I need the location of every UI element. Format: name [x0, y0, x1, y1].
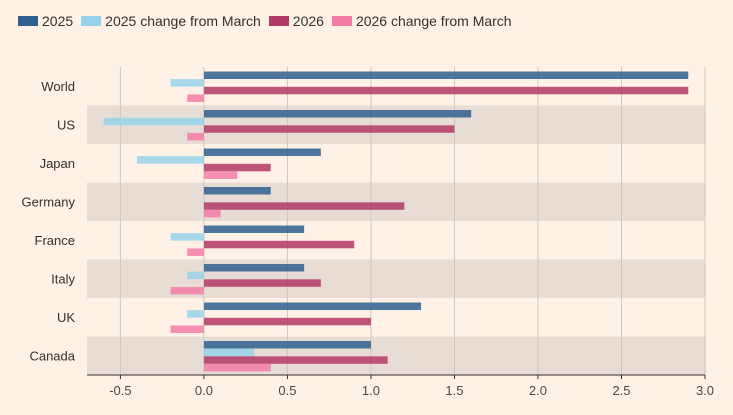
bar-us-2025-change-from-march — [103, 117, 204, 126]
bar-japan-2026 — [203, 163, 271, 172]
legend-swatch-2026 — [268, 16, 289, 26]
category-label-us: US — [57, 117, 75, 132]
bar-uk-2026 — [203, 317, 371, 326]
bar-japan-2026-change-from-march — [203, 171, 238, 179]
category-label-france: France — [35, 233, 75, 248]
bar-world-2025-change-from-march — [170, 79, 204, 87]
category-label-japan: Japan — [40, 156, 75, 171]
band-germany — [87, 182, 705, 221]
bar-italy-2026-change-from-march — [170, 286, 204, 295]
bar-france-2026 — [203, 240, 355, 249]
bar-france-2025-change-from-march — [170, 233, 204, 241]
bar-world-2025 — [203, 71, 689, 79]
legend-label-2026: 2026 — [292, 13, 324, 29]
bar-germany-2025 — [203, 187, 271, 195]
bar-world-2026 — [203, 86, 689, 95]
bar-france-2025 — [203, 225, 305, 233]
category-label-germany: Germany — [22, 194, 76, 209]
bar-germany-2026-change-from-march — [203, 209, 221, 218]
x-tick-label: 3.0 — [696, 383, 714, 398]
bar-france-2026-change-from-march — [187, 248, 204, 256]
x-tick-label: 1.0 — [362, 383, 380, 398]
legend-swatch-2025 — [18, 16, 38, 26]
legend-label-2026-change: 2026 change from March — [355, 13, 512, 29]
band-canada — [87, 336, 705, 375]
x-tick-label: -0.5 — [109, 383, 131, 398]
bar-canada-2025-change-from-march — [203, 348, 255, 357]
bar-us-2026 — [203, 125, 455, 133]
x-tick-label: 2.5 — [612, 383, 630, 398]
bar-germany-2026 — [203, 202, 405, 210]
legend-item-2025: 2025 — [18, 13, 73, 29]
legend: 2025 2025 change from March 2026 2026 ch… — [18, 13, 520, 29]
legend-swatch-2025-change — [81, 16, 102, 26]
bar-canada-2025 — [203, 341, 371, 349]
category-label-uk: UK — [57, 310, 75, 325]
legend-item-2026-change: 2026 change from March — [331, 13, 512, 29]
bar-canada-2026-change-from-march — [203, 363, 271, 372]
bar-uk-2025 — [203, 302, 422, 310]
bar-uk-2026-change-from-march — [170, 325, 204, 333]
bar-italy-2026 — [203, 279, 321, 287]
bar-uk-2025-change-from-march — [187, 310, 204, 318]
category-label-world: World — [41, 79, 75, 94]
legend-item-2026: 2026 — [268, 13, 324, 29]
legend-item-2025-change: 2025 change from March — [81, 13, 261, 29]
legend-swatch-2026-change — [331, 16, 352, 26]
bar-us-2025 — [203, 110, 472, 118]
legend-label-2025: 2025 — [42, 13, 74, 29]
bar-world-2026-change-from-march — [187, 94, 204, 102]
bar-japan-2025-change-from-march — [137, 156, 204, 164]
bar-canada-2026 — [203, 356, 388, 364]
bar-italy-2025 — [203, 264, 305, 272]
x-tick-label: 1.5 — [445, 383, 463, 398]
x-tick-label: 0.0 — [195, 383, 213, 398]
bar-italy-2025-change-from-march — [187, 271, 204, 280]
x-tick-label: 2.0 — [529, 383, 547, 398]
bar-japan-2025 — [203, 148, 321, 156]
category-label-italy: Italy — [51, 271, 75, 286]
bar-us-2026-change-from-march — [187, 132, 204, 141]
legend-label-2025-change: 2025 change from March — [105, 13, 261, 29]
x-tick-label: 0.5 — [278, 383, 296, 398]
category-label-canada: Canada — [29, 348, 75, 363]
